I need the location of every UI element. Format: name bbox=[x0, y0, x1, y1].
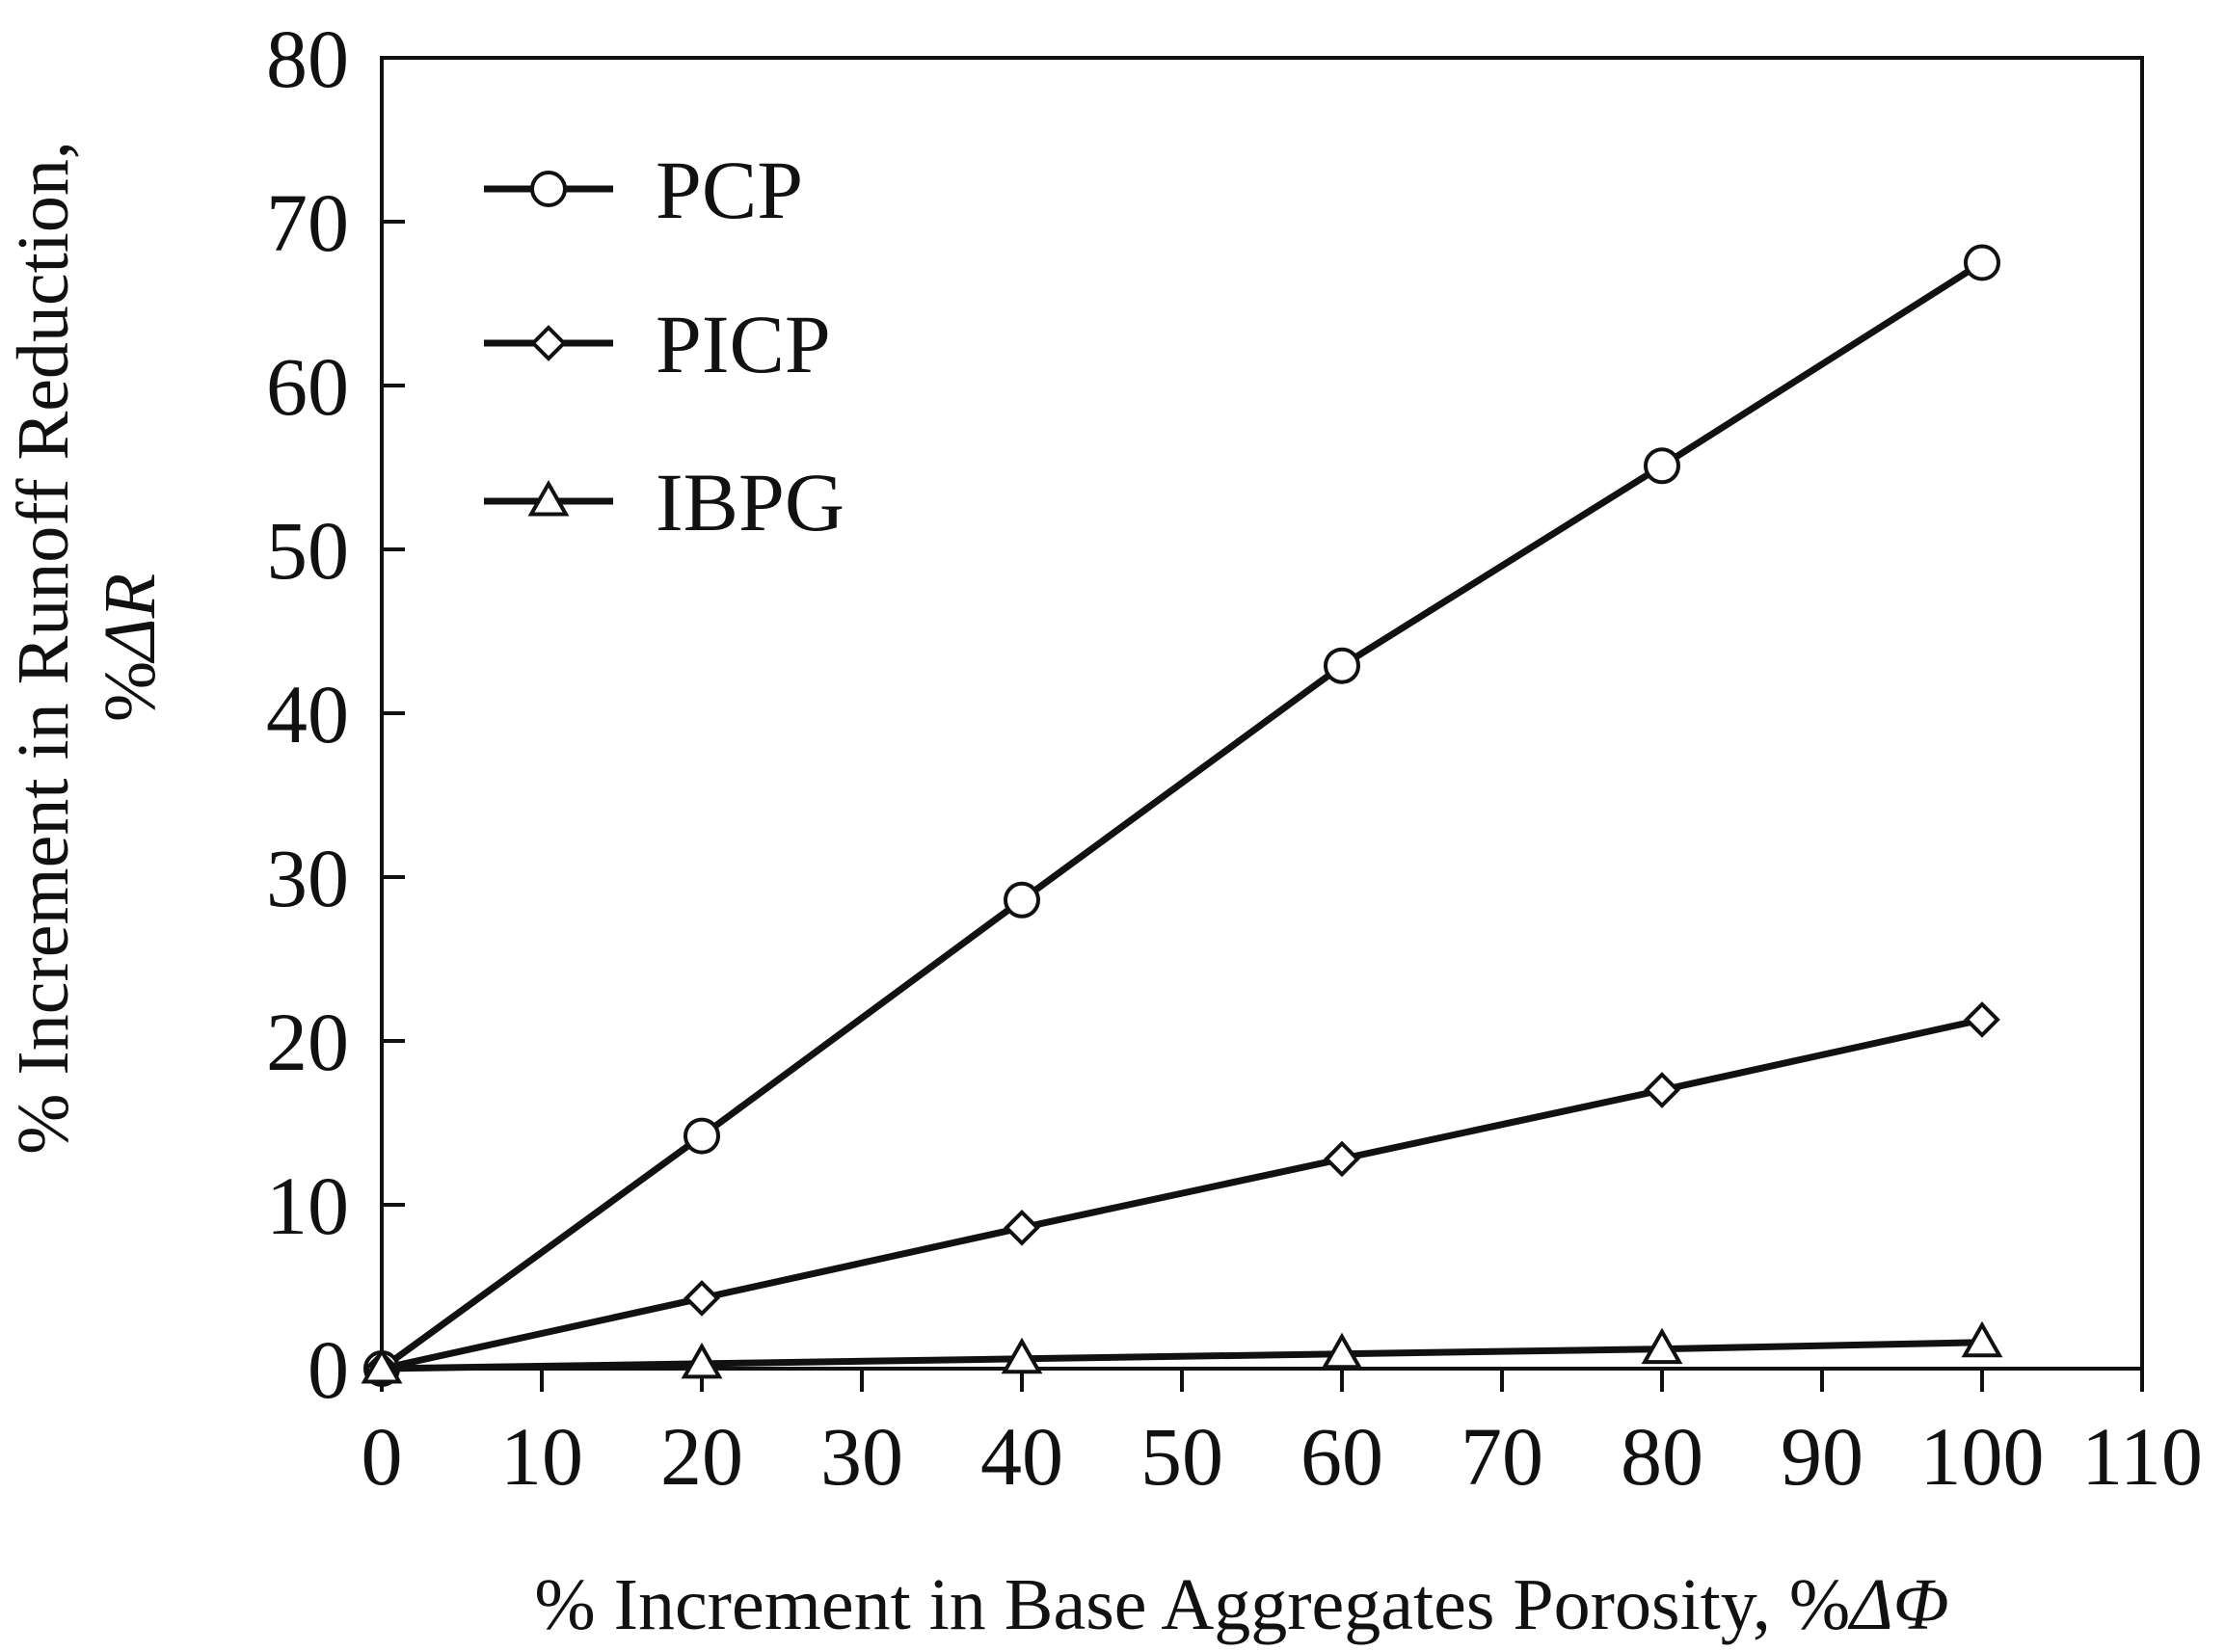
y-tick-label: 60 bbox=[266, 340, 349, 433]
data-point-ibpg bbox=[681, 1342, 723, 1379]
data-point-pcp bbox=[684, 1117, 720, 1155]
legend-label: PICP bbox=[656, 298, 831, 390]
legend-label: PCP bbox=[656, 144, 803, 236]
x-tick-label: 80 bbox=[1621, 1410, 1703, 1503]
x-tick-label: 50 bbox=[1140, 1410, 1223, 1503]
axes: 0 10 20 30 40 50 60 70 80 90 100 110 0 10 20 30 40 50 60 70… bbox=[266, 13, 2203, 1503]
legend-item-ibpg: IBPG bbox=[484, 456, 844, 548]
x-axis-title: % Increment in Base Aggregates Porosity,… bbox=[534, 1564, 1948, 1645]
series-picp bbox=[363, 1001, 2000, 1387]
data-point-pcp bbox=[1004, 881, 1040, 919]
y-tick-label: 30 bbox=[266, 832, 349, 924]
y-tick-label: 0 bbox=[308, 1323, 349, 1416]
x-tick-label: 90 bbox=[1781, 1410, 1863, 1503]
y-axis-title: % Increment in Runoff Reduction, bbox=[3, 141, 84, 1155]
series-pcp bbox=[363, 244, 2000, 1387]
x-tick-label: 110 bbox=[2081, 1410, 2203, 1503]
x-tick-label: 0 bbox=[362, 1410, 403, 1503]
x-tick-label: 10 bbox=[500, 1410, 583, 1503]
data-point-ibpg bbox=[1961, 1320, 2003, 1358]
data-point-pcp bbox=[1964, 244, 2000, 281]
x-tick-label: 30 bbox=[820, 1410, 903, 1503]
data-point-picp bbox=[1644, 1072, 1680, 1108]
plot-frame bbox=[380, 56, 2144, 1371]
data-point-pcp bbox=[1324, 647, 1360, 684]
x-tick-label: 40 bbox=[980, 1410, 1063, 1503]
legend-item-picp: PICP bbox=[484, 298, 831, 390]
legend-marker-circle bbox=[530, 171, 567, 207]
legend: PCP PICP IBPG bbox=[484, 144, 844, 548]
x-tick-label: 20 bbox=[660, 1410, 743, 1503]
y-axis-title-symbol: %ΔR bbox=[90, 573, 171, 722]
legend-marker-diamond bbox=[530, 325, 567, 361]
x-tick-label: 100 bbox=[1920, 1410, 2045, 1503]
y-tick-label: 40 bbox=[266, 668, 349, 760]
data-point-picp bbox=[1324, 1140, 1360, 1178]
y-tick-label: 10 bbox=[266, 1159, 349, 1252]
y-tick-label: 80 bbox=[266, 13, 349, 105]
x-tick-label: 70 bbox=[1461, 1410, 1543, 1503]
data-point-ibpg bbox=[1321, 1332, 1363, 1370]
data-point-ibpg bbox=[1001, 1337, 1043, 1374]
series-line-pcp bbox=[379, 259, 1984, 1372]
series-ibpg bbox=[361, 1320, 2003, 1384]
legend-label: IBPG bbox=[656, 456, 844, 548]
y-tick-label: 70 bbox=[266, 176, 349, 269]
x-tick-label: 60 bbox=[1300, 1410, 1383, 1503]
legend-marker-triangle bbox=[527, 479, 570, 517]
legend-item-pcp: PCP bbox=[484, 144, 803, 236]
data-point-picp bbox=[1004, 1209, 1040, 1246]
series-layer bbox=[361, 244, 2003, 1387]
series-line-picp bbox=[381, 1016, 1983, 1372]
data-point-pcp bbox=[1644, 447, 1680, 485]
data-point-picp bbox=[1964, 1001, 2000, 1038]
data-point-picp bbox=[684, 1280, 720, 1317]
series-line-ibpg bbox=[381, 1339, 1983, 1372]
data-point-ibpg bbox=[361, 1346, 403, 1384]
y-tick-label: 50 bbox=[266, 504, 349, 597]
y-tick-label: 20 bbox=[266, 996, 349, 1088]
data-point-ibpg bbox=[1641, 1327, 1683, 1365]
